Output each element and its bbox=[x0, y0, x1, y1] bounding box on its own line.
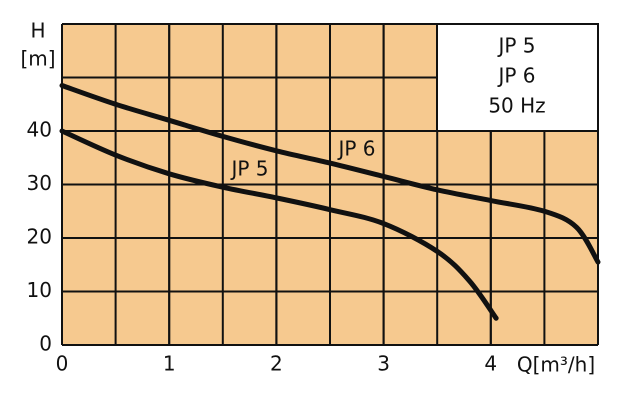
series-label: JP 5 bbox=[229, 157, 268, 181]
y-tick-label: 0 bbox=[39, 332, 52, 356]
x-tick-label: 3 bbox=[377, 352, 390, 376]
y-tick-label: 40 bbox=[27, 118, 52, 142]
x-tick-label: 4 bbox=[484, 352, 497, 376]
series-label: JP 6 bbox=[336, 137, 375, 161]
y-tick-label: 30 bbox=[27, 171, 52, 195]
y-tick-label: 20 bbox=[27, 225, 52, 249]
x-tick-label: 0 bbox=[56, 352, 69, 376]
info-box bbox=[436, 23, 599, 132]
pump-curve bbox=[59, 83, 601, 265]
y-axis-unit: [m] bbox=[20, 47, 55, 71]
y-axis-label: H bbox=[30, 19, 45, 43]
x-tick-label: 1 bbox=[163, 352, 176, 376]
x-tick-label: 2 bbox=[270, 352, 283, 376]
info-text: JP 5 bbox=[496, 34, 535, 58]
info-text: 50 Hz bbox=[488, 94, 545, 118]
x-axis-label: Q[m³/h] bbox=[517, 353, 595, 377]
info-text: JP 6 bbox=[496, 64, 535, 88]
pump-curve bbox=[59, 128, 499, 321]
y-tick-label: 10 bbox=[27, 278, 52, 302]
